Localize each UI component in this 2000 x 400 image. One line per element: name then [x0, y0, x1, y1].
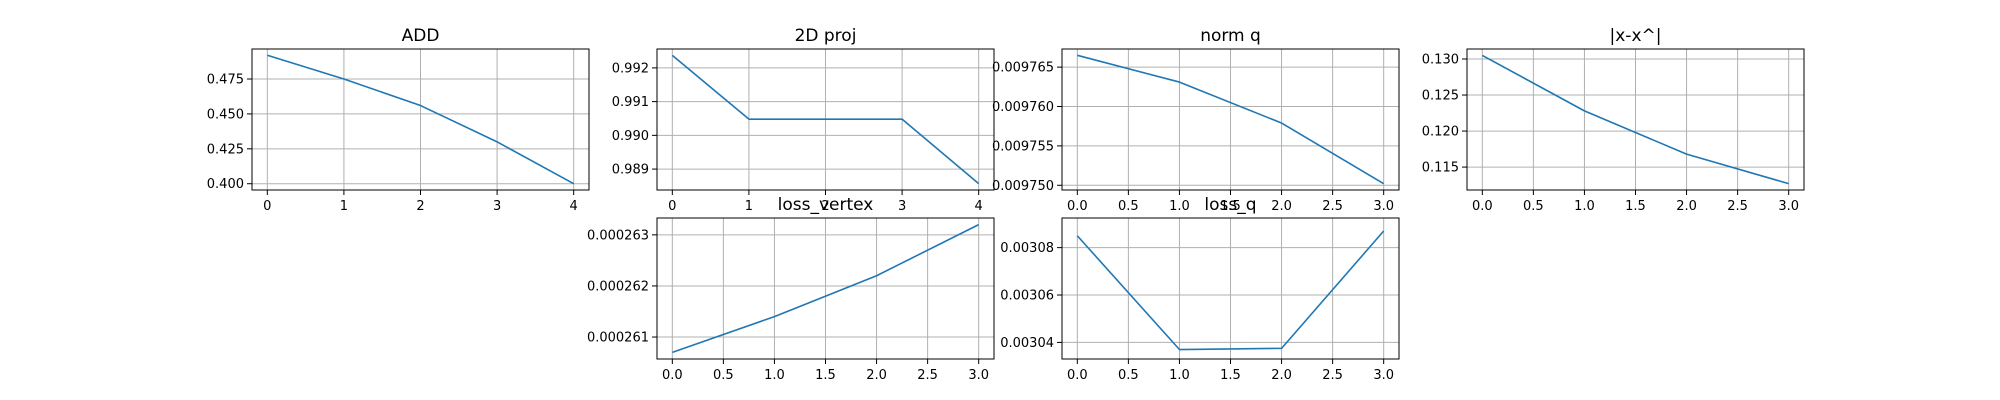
x-tick-label: 4	[570, 199, 578, 214]
y-tick-label: 0.009750	[992, 179, 1054, 194]
x-tick-label: 2.0	[1271, 199, 1292, 214]
subplot-1: 0 1 2 3 4 0.400 0.425 0.450 0.475 ADD	[207, 26, 590, 214]
y-tick-label: 0.450	[207, 107, 244, 122]
x-tick-label: 4	[975, 199, 983, 214]
x-tick-label: 1.0	[1169, 199, 1190, 214]
x-tick-label: 1.0	[1574, 199, 1595, 214]
x-tick-label: 0.0	[662, 368, 683, 383]
x-tick-label: 2.5	[1322, 368, 1343, 383]
x-tick-label: 2.5	[1727, 199, 1748, 214]
x-tick-label: 0.5	[1118, 199, 1139, 214]
y-tick-label: 0.990	[612, 129, 649, 144]
subplot-title: ADD	[402, 26, 440, 46]
x-tick-label: 0.0	[1472, 199, 1493, 214]
x-tick-label: 1	[340, 199, 348, 214]
x-tick-label: 1.5	[815, 368, 836, 383]
subplot-title: |x-x^|	[1610, 26, 1662, 46]
x-tick-label: 1.5	[1625, 199, 1646, 214]
y-tick-label: 0.989	[612, 163, 649, 178]
x-tick-label: 3.0	[1778, 199, 1799, 214]
subplot-title: loss_vertex	[778, 195, 874, 215]
y-tick-label: 0.425	[207, 142, 244, 157]
subplot-title: loss_q	[1204, 195, 1256, 215]
x-tick-label: 2.0	[1676, 199, 1697, 214]
x-tick-label: 2	[821, 199, 829, 214]
subplot-title: 2D proj	[795, 26, 857, 46]
x-tick-label: 3.0	[1373, 368, 1394, 383]
x-tick-label: 0	[668, 199, 676, 214]
y-tick-label: 0.000263	[587, 228, 649, 243]
x-tick-label: 1	[745, 199, 753, 214]
y-tick-label: 0.115	[1422, 161, 1459, 176]
series-line	[672, 223, 980, 354]
x-tick-label: 3.0	[968, 368, 989, 383]
y-tick-label: 0.009760	[992, 100, 1054, 115]
y-tick-label: 0.000262	[587, 279, 649, 294]
y-tick-label: 0.991	[612, 95, 649, 110]
y-tick-label: 0.00306	[1000, 289, 1054, 304]
x-tick-label: 0.5	[1118, 368, 1139, 383]
x-tick-label: 2.5	[917, 368, 938, 383]
x-tick-label: 0.0	[1067, 199, 1088, 214]
y-tick-label: 0.130	[1422, 53, 1459, 68]
x-tick-label: 3	[898, 199, 906, 214]
y-tick-label: 0.125	[1422, 89, 1459, 104]
subplot-5: 0.0 0.5 1.0 1.5 2.0 2.5 3.0 0.000261 0.000262 0.0…	[587, 195, 995, 383]
y-tick-label: 0.00308	[1000, 241, 1054, 256]
y-tick-label: 0.009765	[992, 61, 1054, 76]
x-tick-label: 3	[493, 199, 501, 214]
x-tick-label: 2.0	[866, 368, 887, 383]
x-tick-label: 1.5	[1220, 199, 1241, 214]
series-line	[267, 54, 575, 185]
x-tick-label: 0.0	[1067, 368, 1088, 383]
y-tick-label: 0.400	[207, 177, 244, 192]
subplot-4: 0.0 0.5 1.0 1.5 2.0 2.5 3.0 0.115 0.120 0.125 0.13…	[1422, 26, 1805, 214]
x-tick-label: 3.0	[1373, 199, 1394, 214]
x-tick-label: 2.5	[1322, 199, 1343, 214]
x-tick-label: 0.5	[713, 368, 734, 383]
x-tick-label: 2.0	[1271, 368, 1292, 383]
y-tick-label: 0.000261	[587, 331, 649, 346]
y-tick-label: 0.120	[1422, 125, 1459, 140]
series-line	[671, 54, 980, 185]
subplot-6: 0.0 0.5 1.0 1.5 2.0 2.5 3.0 0.00304 0.00306 0.003…	[1000, 195, 1400, 383]
y-tick-label: 0.009755	[992, 139, 1054, 154]
x-tick-label: 2	[416, 199, 424, 214]
x-tick-label: 1.0	[1169, 368, 1190, 383]
y-tick-label: 0.00304	[1000, 336, 1054, 351]
x-tick-label: 1.5	[1220, 368, 1241, 383]
series-line	[1076, 230, 1385, 351]
series-line	[1077, 54, 1385, 185]
y-tick-label: 0.475	[207, 73, 244, 88]
x-tick-label: 0	[263, 199, 271, 214]
y-tick-label: 0.992	[612, 61, 649, 76]
subplot-3: 0.0 0.5 1.0 1.5 2.0 2.5 3.0 0.009750 0.009755 0.0…	[992, 26, 1400, 214]
series-line	[1481, 54, 1789, 185]
subplot-title: norm q	[1200, 26, 1261, 46]
x-tick-label: 1.0	[764, 368, 785, 383]
x-tick-label: 0.5	[1523, 199, 1544, 214]
subplot-2: 0 1 2 3 4 0.989 0.990 0.991 0.992 2D proj	[612, 26, 995, 214]
